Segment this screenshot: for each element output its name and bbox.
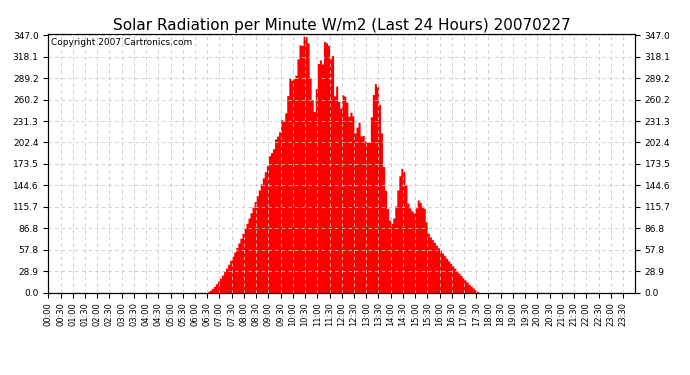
Title: Solar Radiation per Minute W/m2 (Last 24 Hours) 20070227: Solar Radiation per Minute W/m2 (Last 24… [112,18,571,33]
Text: Copyright 2007 Cartronics.com: Copyright 2007 Cartronics.com [51,38,193,46]
